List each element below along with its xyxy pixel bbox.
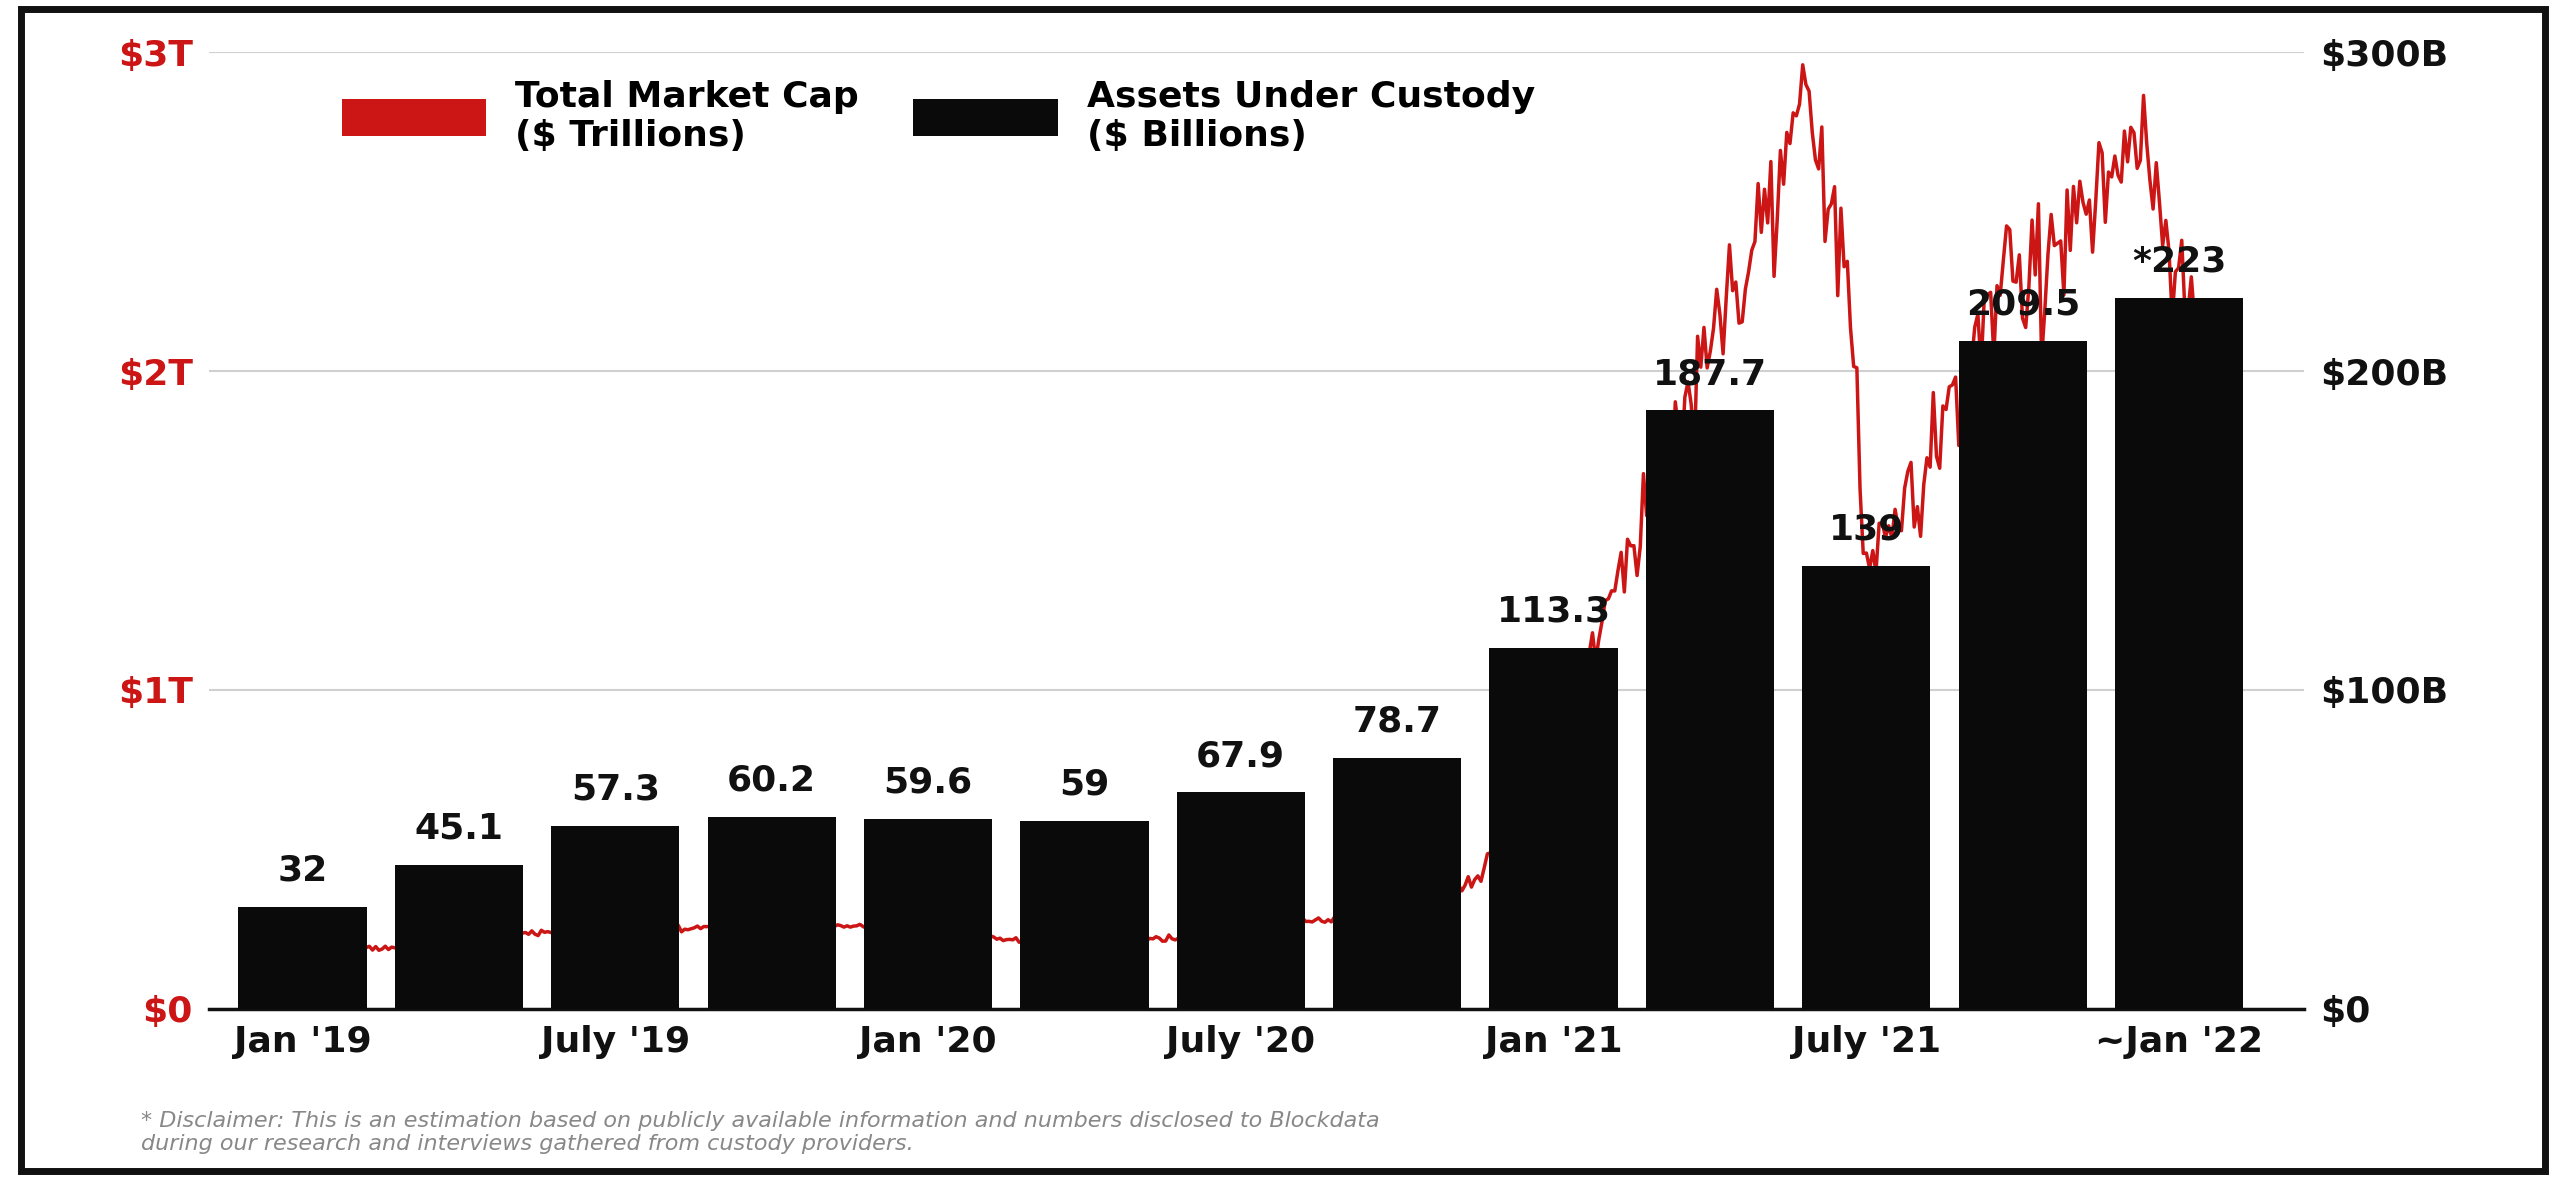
Text: 139: 139 (1830, 512, 1904, 546)
Text: *223: *223 (2132, 244, 2227, 278)
Text: 187.7: 187.7 (1653, 358, 1768, 391)
Bar (2114, 297, 2243, 1009)
Bar (552, 826, 680, 1009)
Text: 45.1: 45.1 (413, 812, 503, 846)
Text: 60.2: 60.2 (726, 763, 816, 798)
Text: * Disclaimer: This is an estimation based on publicly available information and : * Disclaimer: This is an estimation base… (141, 1110, 1381, 1154)
Bar (1021, 820, 1150, 1009)
Bar (395, 865, 523, 1009)
Text: 113.3: 113.3 (1496, 595, 1611, 629)
Text: 78.7: 78.7 (1352, 704, 1442, 739)
Bar (865, 819, 993, 1009)
Bar (708, 817, 837, 1009)
Legend: Total Market Cap
($ Trillions), Assets Under Custody
($ Billions): Total Market Cap ($ Trillions), Assets U… (341, 80, 1534, 153)
Text: 57.3: 57.3 (570, 773, 659, 807)
Bar (1178, 792, 1306, 1009)
Text: 59: 59 (1060, 767, 1109, 801)
Text: 209.5: 209.5 (1966, 288, 2081, 322)
Text: 67.9: 67.9 (1196, 739, 1286, 773)
Bar (1645, 411, 1773, 1009)
Bar (1334, 758, 1460, 1009)
Text: 32: 32 (277, 853, 328, 887)
Bar (1958, 341, 2086, 1009)
Bar (1801, 565, 1930, 1009)
Bar (1488, 648, 1617, 1009)
Text: 59.6: 59.6 (883, 766, 973, 800)
Bar (239, 906, 367, 1009)
